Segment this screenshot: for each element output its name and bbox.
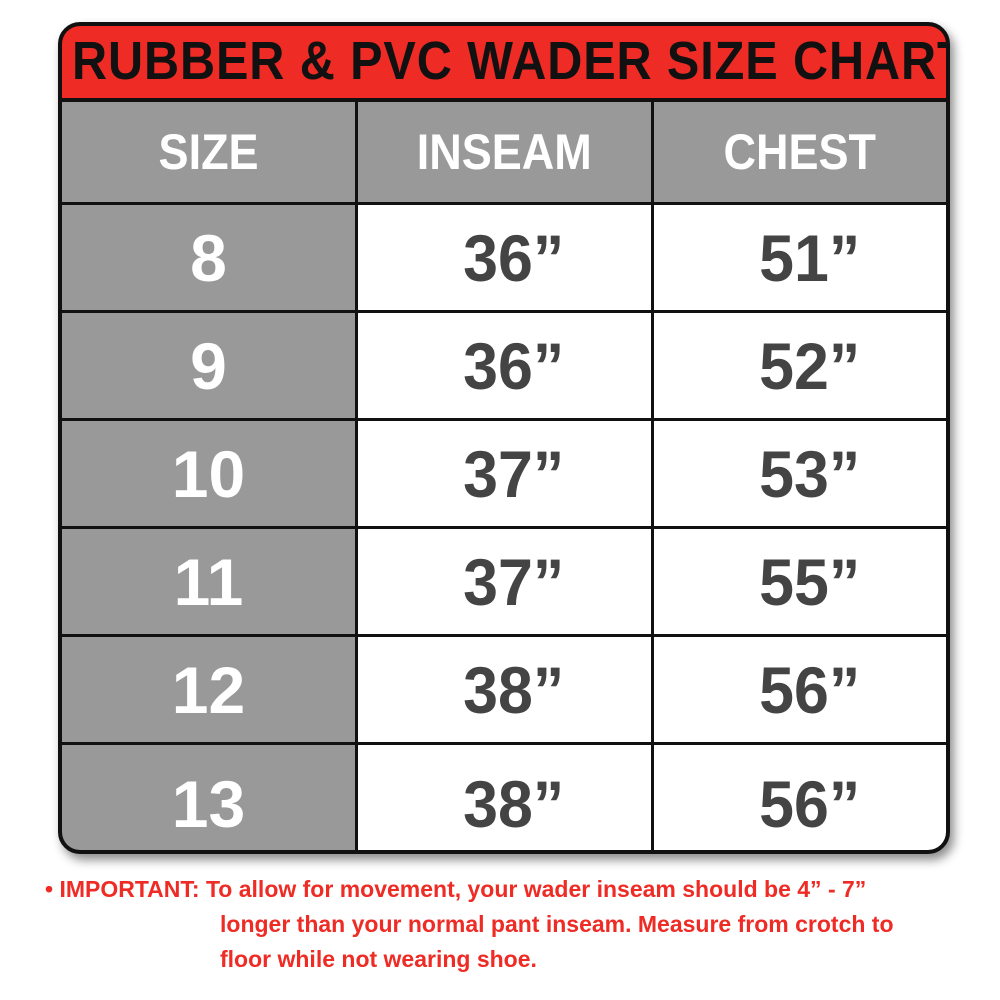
chest-cell: 55” — [654, 529, 946, 634]
important-note: • IMPORTANT: To allow for movement, your… — [45, 872, 894, 977]
inseam-value: 37” — [463, 544, 565, 619]
chest-cell: 51” — [654, 205, 946, 310]
size-cell: 10 — [62, 421, 355, 526]
note-text-2: longer than your normal pant inseam. Mea… — [220, 911, 894, 937]
size-table: SIZE INSEAM CHEST 8 36” 51” 9 36” 52” 10… — [62, 102, 946, 850]
chart-title: RUBBER & PVC WADER SIZE CHART — [72, 31, 950, 91]
size-cell: 9 — [62, 313, 355, 418]
inseam-value: 36” — [463, 328, 565, 403]
chest-value: 52” — [758, 328, 861, 403]
header-chest: CHEST — [654, 102, 946, 202]
chest-value: 55” — [758, 544, 861, 619]
size-cell: 11 — [62, 529, 355, 634]
chest-value: 51” — [758, 220, 861, 295]
header-inseam-label: INSEAM — [416, 124, 593, 180]
header-chest-label: CHEST — [723, 124, 877, 180]
note-text-1: To allow for movement, your wader inseam… — [205, 876, 867, 902]
inseam-cell: 37” — [358, 421, 651, 526]
inseam-cell: 37” — [358, 529, 651, 634]
bullet-icon: • — [45, 876, 54, 902]
size-cell: 12 — [62, 637, 355, 742]
chest-value: 53” — [758, 436, 861, 511]
inseam-cell: 38” — [358, 637, 651, 742]
chest-value: 56” — [758, 766, 861, 841]
note-line-1: • IMPORTANT: To allow for movement, your… — [45, 872, 894, 907]
size-cell: 13 — [62, 745, 355, 850]
inseam-value: 38” — [463, 766, 565, 841]
chest-cell: 56” — [654, 745, 946, 850]
header-size: SIZE — [62, 102, 355, 202]
chest-cell: 52” — [654, 313, 946, 418]
chart-title-bar: RUBBER & PVC WADER SIZE CHART — [62, 26, 946, 102]
inseam-value: 37” — [463, 436, 565, 511]
chest-cell: 56” — [654, 637, 946, 742]
header-inseam: INSEAM — [358, 102, 651, 202]
note-label: IMPORTANT: — [59, 876, 200, 902]
inseam-value: 38” — [463, 652, 565, 727]
inseam-value: 36” — [463, 220, 565, 295]
header-size-label: SIZE — [158, 124, 259, 180]
inseam-cell: 36” — [358, 205, 651, 310]
size-chart-card: RUBBER & PVC WADER SIZE CHART SIZE INSEA… — [58, 22, 950, 854]
size-cell: 8 — [62, 205, 355, 310]
chest-cell: 53” — [654, 421, 946, 526]
inseam-cell: 36” — [358, 313, 651, 418]
inseam-cell: 38” — [358, 745, 651, 850]
note-text-3: floor while not wearing shoe. — [220, 946, 537, 972]
chest-value: 56” — [758, 652, 861, 727]
